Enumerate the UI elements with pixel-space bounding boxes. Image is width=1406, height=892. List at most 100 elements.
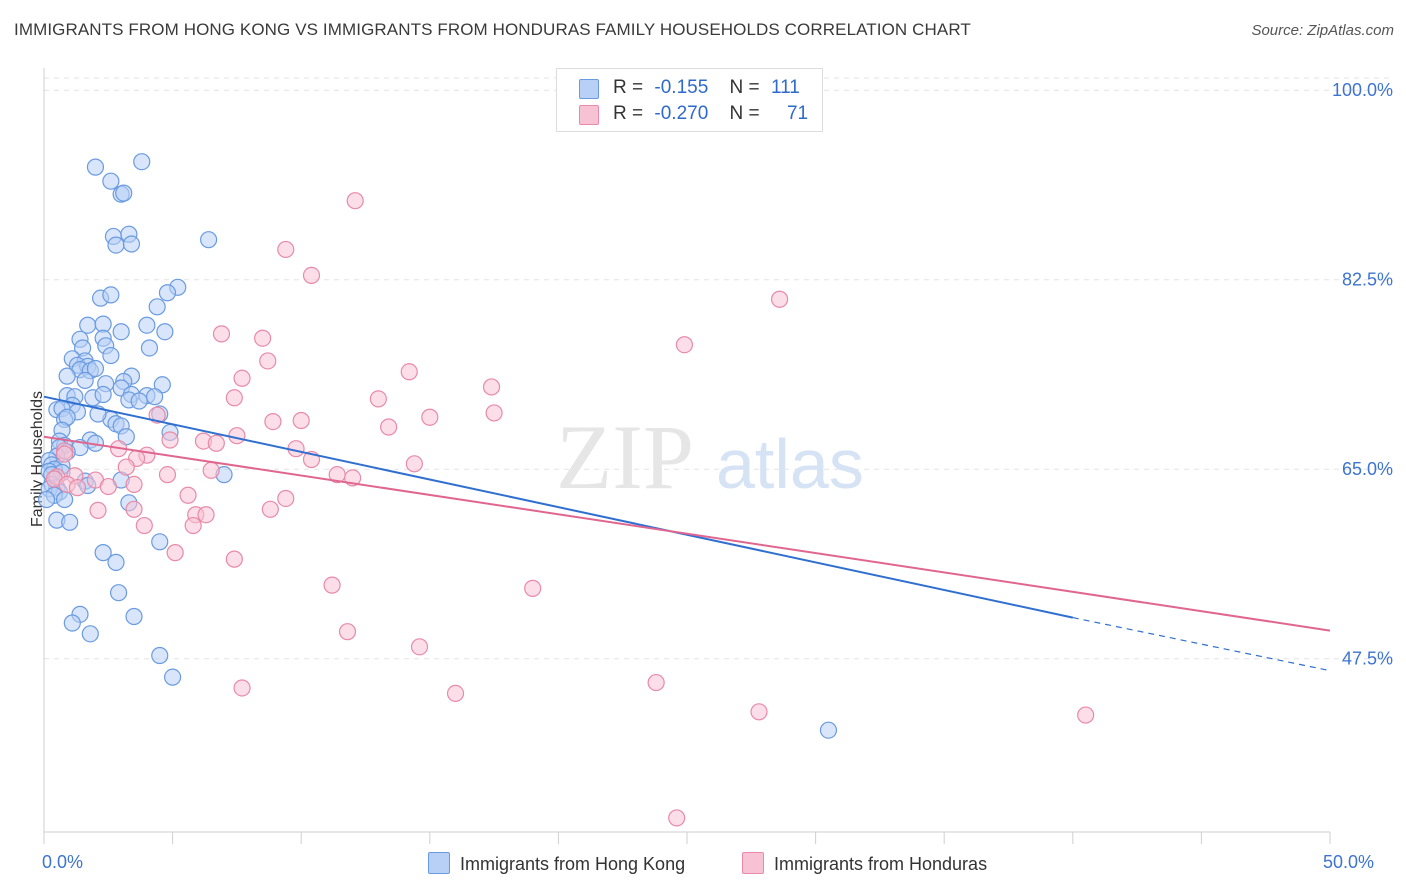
data-point-hong-kong <box>76 371 94 390</box>
data-point-hong-kong <box>115 184 133 202</box>
legend-n-value: 71 <box>786 103 809 124</box>
data-point-hong-kong <box>107 553 125 571</box>
data-point-honduras <box>369 390 387 408</box>
legend-r-value: -0.270 <box>654 103 709 124</box>
data-point-honduras <box>135 516 153 535</box>
data-point-honduras <box>166 544 184 562</box>
y-tick-label: 47.5% <box>1342 649 1393 669</box>
series-legend-hong-kong: Immigrants from Hong Kong <box>428 852 685 875</box>
y-tick-label: 82.5% <box>1342 270 1393 290</box>
trend-line-honduras <box>43 435 1331 632</box>
watermark-zip: ZIP <box>556 406 694 508</box>
data-point-honduras <box>212 325 231 343</box>
trend-line-hong-kong <box>43 395 1074 619</box>
legend-swatch-blue <box>579 79 599 99</box>
data-points <box>37 153 1095 827</box>
data-point-hong-kong <box>819 721 838 739</box>
series-label: Immigrants from Honduras <box>774 854 988 874</box>
data-point-honduras <box>197 506 215 524</box>
watermark-atlas: atlas <box>716 425 864 503</box>
watermark: ZIP atlas <box>556 406 864 508</box>
data-point-honduras <box>264 412 282 431</box>
data-point-honduras <box>233 679 251 697</box>
data-point-honduras <box>277 489 295 508</box>
data-point-honduras <box>184 516 202 535</box>
x-tick-label-min: 0.0% <box>42 852 84 872</box>
chart-title: IMMIGRANTS FROM HONG KONG VS IMMIGRANTS … <box>14 20 971 39</box>
source-credit: Source: ZipAtlas.com <box>1251 22 1394 39</box>
data-point-honduras <box>161 431 179 449</box>
series-swatch-blue <box>428 852 450 874</box>
data-point-hong-kong <box>156 323 174 341</box>
data-point-honduras <box>148 406 166 424</box>
data-point-hong-kong <box>112 323 130 341</box>
data-point-honduras <box>647 673 665 692</box>
data-point-hong-kong <box>122 235 141 253</box>
data-point-hong-kong <box>86 359 105 378</box>
data-point-hong-kong <box>58 367 76 385</box>
data-point-honduras <box>179 486 197 504</box>
data-point-honduras <box>68 479 87 497</box>
data-point-hong-kong <box>130 392 148 410</box>
data-point-honduras <box>158 466 177 484</box>
data-point-hong-kong <box>133 153 151 171</box>
series-swatch-pink <box>742 852 764 874</box>
data-point-honduras <box>207 434 225 452</box>
trend-lines <box>43 395 1331 672</box>
data-point-honduras <box>225 389 243 407</box>
data-point-hong-kong <box>140 339 159 357</box>
x-tick-label-max: 50.0% <box>1323 852 1375 872</box>
data-point-hong-kong <box>102 172 120 190</box>
data-point-hong-kong <box>153 376 171 394</box>
data-point-honduras <box>202 461 220 479</box>
gridlines <box>44 77 1392 660</box>
data-point-honduras <box>55 445 74 463</box>
data-point-hong-kong <box>79 316 97 334</box>
data-point-honduras <box>346 192 364 210</box>
series-legend-honduras: Immigrants from Honduras <box>742 852 987 875</box>
data-point-hong-kong <box>94 385 112 404</box>
data-point-honduras <box>233 369 251 387</box>
data-point-honduras <box>261 500 279 518</box>
data-point-honduras <box>421 408 439 426</box>
data-point-honduras <box>485 404 503 422</box>
data-point-honduras <box>228 427 246 445</box>
data-point-honduras <box>400 363 418 381</box>
data-point-honduras <box>323 576 341 594</box>
data-point-hong-kong <box>94 544 112 562</box>
data-point-honduras <box>405 455 423 473</box>
data-point-hong-kong <box>109 584 128 602</box>
y-tick-labels: 100.0% 82.5% 65.0% 47.5% <box>1332 80 1393 669</box>
data-point-hong-kong <box>164 668 182 686</box>
data-point-hong-kong <box>151 533 169 551</box>
data-point-honduras <box>1077 706 1095 724</box>
data-point-hong-kong <box>37 490 56 509</box>
y-tick-label: 100.0% <box>1332 80 1393 100</box>
data-point-hong-kong <box>158 284 177 302</box>
correlation-legend: R = -0.155 N = 111 R = -0.270 N = 71 <box>556 68 823 132</box>
data-point-honduras <box>770 290 789 308</box>
data-point-hong-kong <box>151 646 169 665</box>
data-point-honduras <box>380 418 398 436</box>
data-point-honduras <box>668 809 686 827</box>
data-point-honduras <box>410 638 429 656</box>
data-point-hong-kong <box>102 286 120 304</box>
axes <box>43 68 1331 844</box>
data-point-honduras <box>338 623 357 641</box>
legend-swatch-pink <box>579 105 599 125</box>
data-point-hong-kong <box>55 490 74 509</box>
legend-n-label: N = <box>729 103 760 124</box>
data-point-hong-kong <box>81 625 99 643</box>
y-tick-label: 65.0% <box>1342 459 1393 479</box>
data-point-honduras <box>292 411 310 430</box>
series-label: Immigrants from Hong Kong <box>460 854 686 874</box>
data-point-honduras <box>125 475 143 494</box>
data-point-honduras <box>750 703 768 721</box>
legend-r-label: R = <box>613 103 644 124</box>
data-point-hong-kong <box>86 158 105 176</box>
data-point-honduras <box>277 240 295 259</box>
data-point-hong-kong <box>148 298 166 316</box>
data-point-honduras <box>446 684 465 702</box>
data-point-honduras <box>125 500 143 518</box>
